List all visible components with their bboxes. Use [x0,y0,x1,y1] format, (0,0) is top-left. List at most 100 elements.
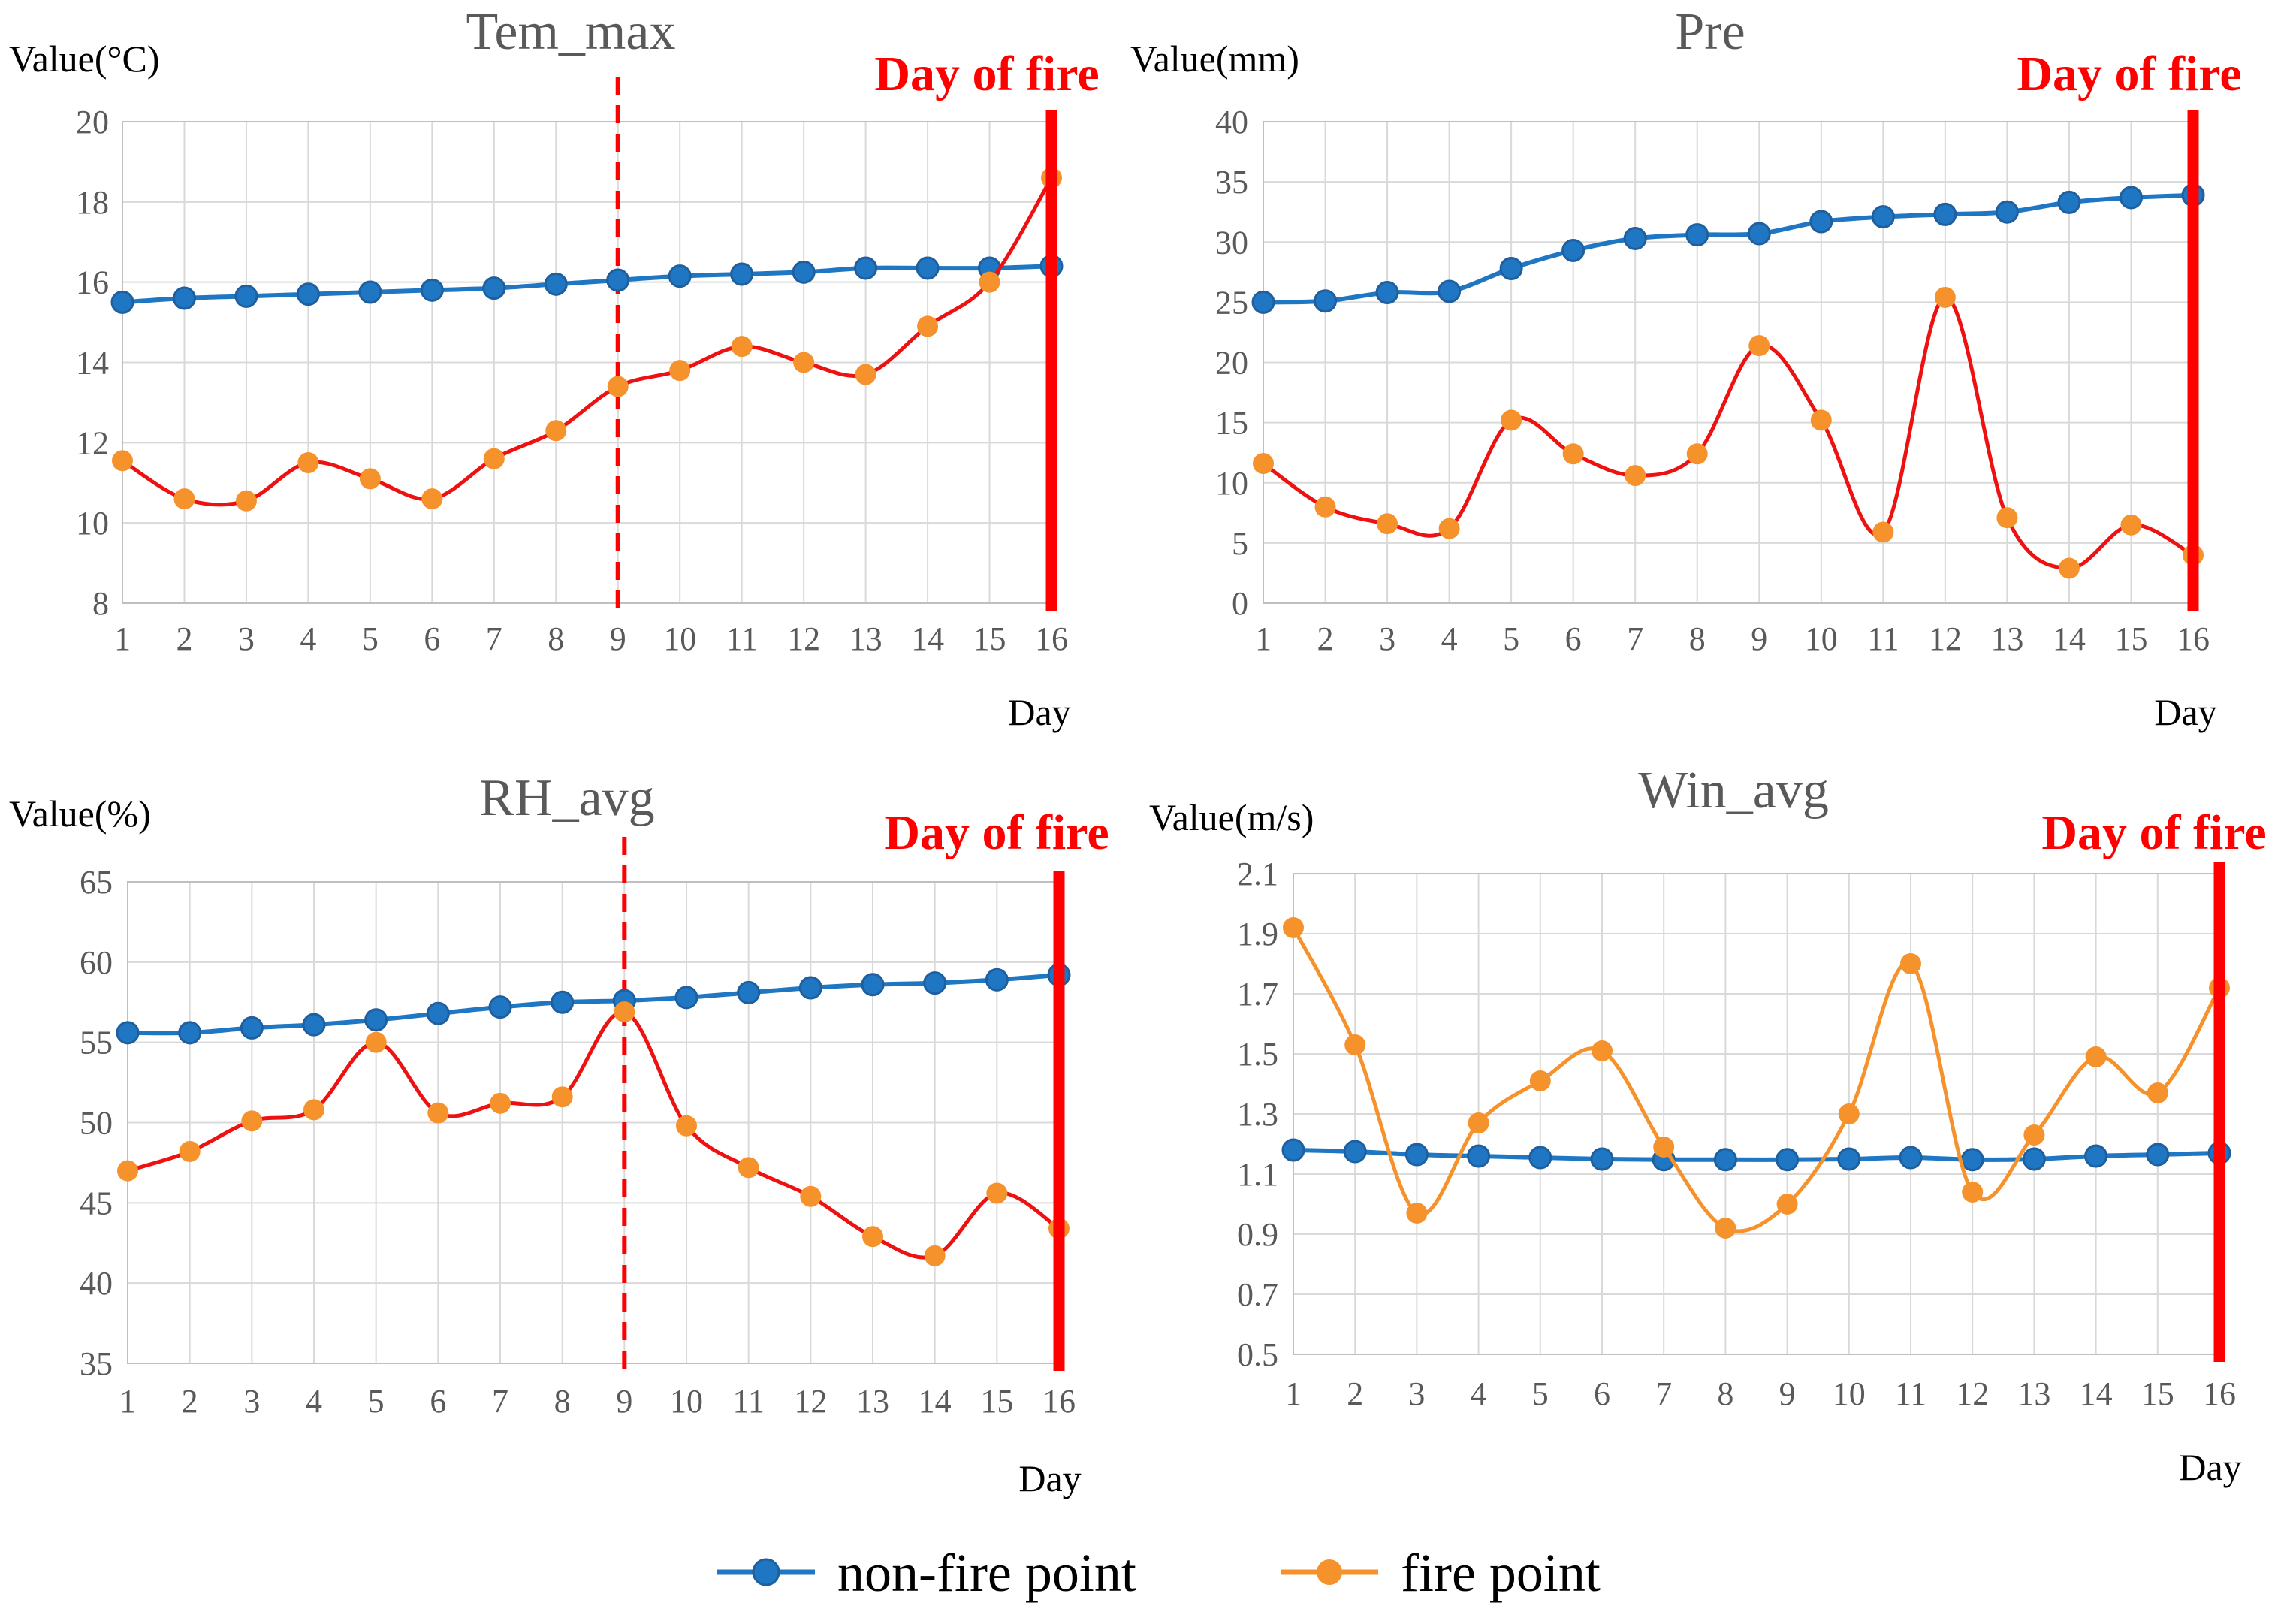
non-fire-point-marker [854,256,878,280]
fire-point-marker [1653,1137,1675,1158]
non-fire-point-marker [730,262,754,286]
non-fire-point-marker [358,280,382,304]
non-fire-series-line [127,972,1060,1036]
chart-title: Tem_max [466,3,676,61]
x-tick-label: 2 [1317,620,1334,657]
x-tick-label: 4 [300,620,316,657]
fire-point-marker [303,1099,324,1121]
non-fire-point-marker [1281,1138,1305,1162]
y-tick-label: 60 [80,944,113,981]
x-tick-label: 7 [486,620,502,657]
y-tick-label: 1.7 [1237,976,1278,1013]
non-fire-point-marker [2022,1147,2046,1171]
x-tick-label: 12 [1956,1375,1989,1412]
y-tick-label: 10 [1215,465,1248,502]
fire-point-marker [117,1160,138,1182]
non-fire-point-marker [1995,200,2019,224]
fire-point-marker [862,1226,883,1248]
x-tick-label: 8 [548,620,564,657]
non-fire-point-marker [420,278,444,302]
chart-title: Win_avg [1638,762,1829,820]
legend-fire-marker [1317,1559,1342,1585]
x-tick-label: 8 [1689,620,1706,657]
fire-point-marker [1344,1034,1366,1055]
fire-point-marker [1592,1040,1613,1061]
fire-point-marker [1686,443,1708,465]
x-tick-label: 10 [663,620,696,657]
x-tick-label: 9 [616,1383,632,1420]
fire-point-marker [1406,1203,1428,1224]
non-fire-point-marker [1747,222,1771,246]
fire-point-marker [1468,1112,1489,1133]
fire-point-marker [241,1110,263,1132]
non-fire-point-marker [606,268,630,292]
y-tick-label: 1.1 [1237,1156,1278,1193]
fire-point-marker [986,1182,1008,1204]
fire-point-marker [427,1102,449,1124]
x-tick-label: 15 [2141,1375,2174,1412]
x-tick-label: 14 [919,1383,952,1420]
y-tick-label: 14 [76,345,109,382]
x-tick-label: 10 [1833,1375,1866,1412]
fire-point-marker [551,1086,573,1108]
chart-title: RH_avg [479,769,654,827]
x-tick-label: 4 [1471,1375,1487,1412]
x-tick-label: 11 [1867,620,1899,657]
fire-point-marker [924,1245,946,1266]
fire-point-marker [676,1115,697,1137]
x-tick-label: 11 [732,1383,764,1420]
x-tick-label: 7 [1655,1375,1672,1412]
fire-point-marker [1776,1194,1798,1215]
x-tick-label: 13 [849,620,882,657]
x-tick-label: 1 [119,1383,136,1420]
fire-point-marker [793,352,815,373]
x-tick-label: 6 [430,1383,446,1420]
non-fire-point-marker [1343,1140,1367,1164]
non-fire-point-marker [674,986,698,1010]
x-tick-label: 13 [1990,620,2023,657]
non-fire-point-marker [2146,1143,2170,1167]
fire-series-line [127,1010,1061,1260]
fire-series-line [1262,295,2195,571]
non-fire-point-marker [302,1013,326,1037]
fire-point-marker [490,1092,511,1114]
x-tick-label: 16 [2203,1375,2236,1412]
fire-point-marker [731,336,753,358]
fire-point-marker [179,1140,201,1162]
y-axis-label: Value(mm) [1130,38,1299,80]
fire-point-marker [1748,335,1770,357]
fire-point-marker [1562,443,1584,465]
y-tick-label: 5 [1232,525,1248,562]
y-tick-label: 55 [80,1025,113,1061]
fire-point-marker [1625,465,1646,487]
non-fire-point-marker [668,264,692,288]
y-tick-label: 10 [76,505,109,542]
non-fire-point-marker [737,980,761,1004]
x-tick-label: 15 [2114,620,2147,657]
y-tick-label: 18 [76,184,109,221]
x-axis-label: Day [2154,691,2216,733]
y-tick-label: 16 [76,264,109,301]
x-tick-label: 6 [1565,620,1582,657]
x-tick-label: 13 [2017,1375,2050,1412]
x-tick-label: 13 [856,1383,889,1420]
day-of-fire-label: Day of fire [884,805,1109,860]
non-fire-point-marker [1438,279,1462,303]
non-fire-point-marker [1467,1144,1491,1168]
non-fire-point-marker [916,256,940,280]
non-fire-point-marker [482,276,506,300]
y-tick-label: 1.3 [1237,1096,1278,1133]
non-fire-point-marker [792,260,816,284]
fire-point-marker [800,1185,822,1207]
y-tick-label: 15 [1215,405,1248,442]
fire-point-marker [1934,286,1956,308]
non-fire-point-marker [2119,186,2143,210]
y-tick-label: 35 [1215,164,1248,201]
fire-point-marker [2085,1046,2107,1067]
non-fire-point-marker [923,971,947,995]
non-fire-point-marker [178,1021,202,1045]
x-tick-label: 14 [2053,620,2086,657]
x-tick-label: 3 [243,1383,260,1420]
